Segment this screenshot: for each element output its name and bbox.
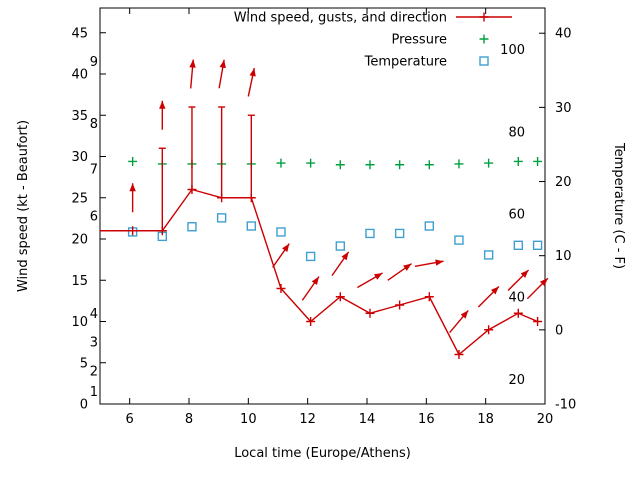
x-tick-label: 14	[359, 412, 376, 427]
axis-titles: Local time (Europe/Athens) Wind speed (kt…	[16, 120, 626, 461]
beaufort-label: 2	[90, 365, 98, 380]
y-left-tick-label: 25	[71, 191, 88, 206]
direction-arrowhead	[403, 263, 412, 271]
x-tick-label: 20	[537, 412, 554, 427]
y-right-axis: -10 0 10 20 30 40	[539, 27, 576, 413]
direction-arrowhead	[539, 278, 548, 287]
beaufort-label: 3	[90, 336, 98, 351]
beaufort-label: 6	[90, 209, 98, 224]
fahrenheit-label: 60	[508, 208, 525, 223]
direction-arrowhead	[311, 276, 319, 286]
gust-whiskers	[158, 106, 255, 231]
x-axis-title: Local time (Europe/Athens)	[234, 446, 411, 461]
y-right-tick-label: -10	[555, 398, 576, 413]
y-left-tick-label: 45	[71, 26, 88, 41]
y-left-axis: 0 5 10 15 20 25 30 35 40 45	[71, 26, 106, 413]
x-tick-label: 6	[126, 412, 134, 427]
legend: Wind speed, gusts, and direction Pressure…	[234, 11, 512, 70]
fahrenheit-label: 80	[508, 125, 525, 140]
direction-arrowhead	[490, 286, 499, 295]
x-tick-label: 10	[240, 412, 257, 427]
fahrenheit-label: 20	[508, 373, 525, 388]
y-left-tick-label: 20	[71, 233, 88, 248]
direction-arrowhead	[520, 269, 529, 278]
y-right-tick-label: 0	[555, 323, 563, 338]
y-left-tick-label: 40	[71, 68, 88, 83]
y-left-tick-label: 15	[71, 274, 88, 289]
y-right-tick-label: 30	[555, 101, 572, 116]
temperature-series	[127, 213, 543, 262]
beaufort-label: 9	[90, 55, 98, 70]
direction-arrowhead	[435, 259, 444, 266]
beaufort-label: 7	[90, 162, 98, 177]
direction-arrowhead	[282, 243, 290, 253]
beaufort-label: 8	[90, 117, 98, 132]
direction-arrowhead	[189, 59, 196, 68]
direction-arrowhead	[219, 59, 226, 69]
y-right-tick-label: 10	[555, 249, 572, 264]
direction-arrowhead	[249, 68, 256, 77]
y-left-tick-label: 30	[71, 150, 88, 165]
beaufort-label: 4	[90, 307, 98, 322]
x-tick-label: 18	[477, 412, 494, 427]
y-right-tick-label: 20	[555, 175, 572, 190]
x-tick-label: 16	[418, 412, 435, 427]
direction-arrowhead	[460, 310, 469, 319]
direction-arrowhead	[129, 183, 136, 192]
y-left-axis-title: Wind speed (kt - Beaufort)	[16, 120, 31, 292]
legend-label: Pressure	[391, 33, 447, 48]
y-left-tick-label: 0	[80, 398, 88, 413]
legend-label: Temperature	[364, 55, 447, 70]
fahrenheit-label: 100	[500, 43, 525, 58]
fahrenheit-label: 40	[508, 291, 525, 306]
wind-series	[100, 185, 543, 359]
y-right-axis-title: Temperature (C - F)	[611, 142, 626, 269]
legend-label: Wind speed, gusts, and direction	[234, 11, 447, 26]
y-left-tick-label: 35	[71, 109, 88, 124]
y-right-tick-label: 40	[555, 27, 572, 42]
beaufort-scale-labels: 9 8 7 6 4 3 2 1	[90, 55, 98, 400]
pressure-series	[128, 156, 543, 170]
x-axis: 6 8 10 12 14 16 18 20	[126, 8, 554, 427]
x-tick-label: 8	[185, 412, 193, 427]
y-left-tick-label: 10	[71, 315, 88, 330]
y-left-tick-label: 5	[80, 356, 88, 371]
direction-arrowhead	[341, 251, 349, 261]
wind-direction-arrows	[129, 59, 549, 334]
x-tick-label: 12	[299, 412, 316, 427]
plot-border	[99, 7, 546, 405]
beaufort-label: 1	[90, 385, 98, 400]
direction-arrowhead	[159, 100, 166, 109]
direction-arrowhead	[373, 273, 383, 280]
fahrenheit-scale-labels: 100 80 60 40 20	[500, 43, 525, 388]
